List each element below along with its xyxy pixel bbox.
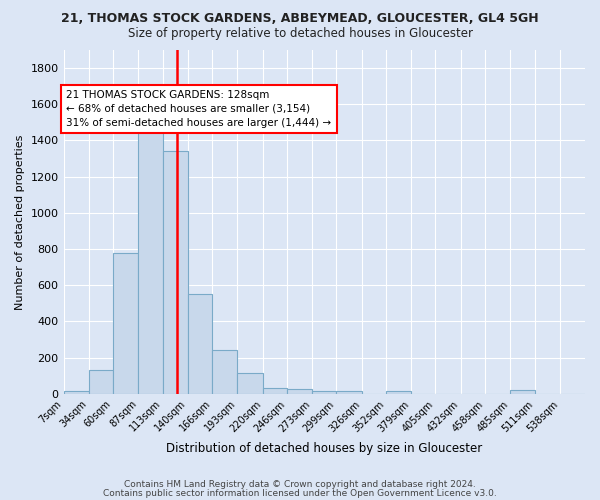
Bar <box>287 390 312 394</box>
Bar <box>188 294 212 394</box>
Text: 21 THOMAS STOCK GARDENS: 128sqm
← 68% of detached houses are smaller (3,154)
31%: 21 THOMAS STOCK GARDENS: 128sqm ← 68% of… <box>67 90 331 128</box>
Bar <box>89 370 113 394</box>
Bar <box>113 252 139 394</box>
Y-axis label: Number of detached properties: Number of detached properties <box>15 134 25 310</box>
Bar <box>212 350 238 394</box>
Bar <box>312 391 337 394</box>
Bar <box>64 391 89 394</box>
Text: Size of property relative to detached houses in Gloucester: Size of property relative to detached ho… <box>128 28 473 40</box>
Bar <box>510 390 535 394</box>
Bar <box>337 391 362 394</box>
Text: Contains public sector information licensed under the Open Government Licence v3: Contains public sector information licen… <box>103 488 497 498</box>
Bar <box>139 132 163 394</box>
X-axis label: Distribution of detached houses by size in Gloucester: Distribution of detached houses by size … <box>166 442 482 455</box>
Text: 21, THOMAS STOCK GARDENS, ABBEYMEAD, GLOUCESTER, GL4 5GH: 21, THOMAS STOCK GARDENS, ABBEYMEAD, GLO… <box>61 12 539 26</box>
Text: Contains HM Land Registry data © Crown copyright and database right 2024.: Contains HM Land Registry data © Crown c… <box>124 480 476 489</box>
Bar <box>163 152 188 394</box>
Bar <box>238 373 263 394</box>
Bar <box>386 391 411 394</box>
Bar <box>263 388 287 394</box>
